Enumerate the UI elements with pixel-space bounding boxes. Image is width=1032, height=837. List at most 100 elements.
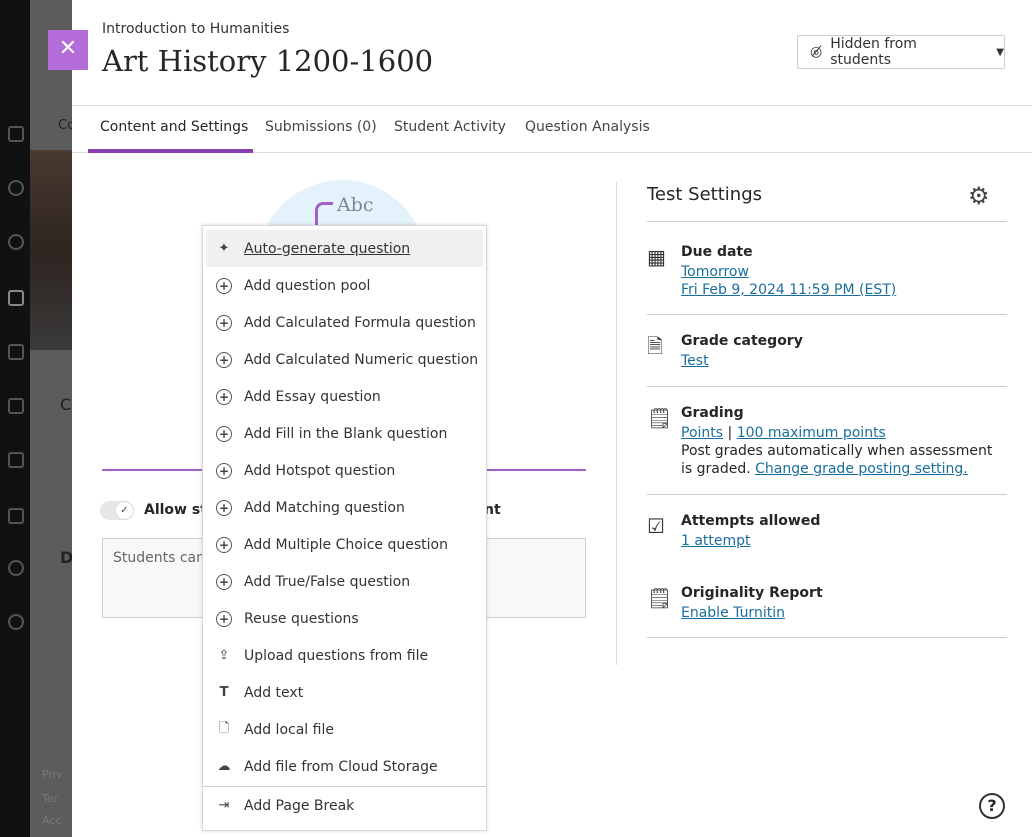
plus-circle-icon: + (216, 610, 232, 627)
page-title: Art History 1200-1600 (102, 44, 434, 78)
allow-toggle[interactable]: ✓ (100, 501, 134, 520)
change-grade-posting-link[interactable]: Change grade posting setting. (755, 461, 968, 477)
grade-category-label: Grade category (681, 333, 803, 349)
menu-item-add-true-false[interactable]: + Add True/False question (203, 563, 486, 600)
help-icon[interactable]: ? (979, 793, 1005, 819)
enable-turnitin-link[interactable]: Enable Turnitin (681, 605, 785, 621)
menu-item-add-text[interactable]: T Add text (203, 674, 486, 711)
due-date-section: ▦ Due date Tomorrow Fri Feb 9, 2024 11:5… (647, 243, 1007, 299)
gear-icon[interactable]: ⚙ (968, 182, 990, 210)
divider (647, 386, 1007, 387)
tab-student-activity[interactable]: Student Activity (394, 119, 506, 135)
close-icon: ✕ (58, 36, 78, 61)
calendar-icon[interactable] (8, 344, 24, 360)
separator: | (727, 425, 733, 441)
menu-item-reuse-questions[interactable]: + Reuse questions (203, 600, 486, 637)
menu-item-upload-questions[interactable]: ⇪ Upload questions from file (203, 637, 486, 674)
assignments-icon[interactable] (8, 508, 24, 524)
background-heading-fragment: C (60, 395, 72, 414)
add-content-menu: ✦ Auto-generate question + Add question po… (202, 225, 487, 831)
grade-category-link[interactable]: Test (681, 353, 709, 369)
courses-icon[interactable] (8, 290, 24, 306)
originality-label: Originality Report (681, 585, 823, 601)
menu-item-label: Add Matching question (244, 499, 405, 516)
grading-section: 🗒 Grading Points | 100 maximum points Po… (647, 404, 1007, 478)
footer-link-fragment: Acc (42, 814, 62, 827)
menu-item-label: Add Fill in the Blank question (244, 425, 448, 442)
plus-circle-icon: + (216, 573, 232, 590)
attempts-label: Attempts allowed (681, 513, 821, 529)
grading-icon: 🗒 (647, 406, 673, 430)
menu-item-add-local-file[interactable]: 🗋 Add local file (203, 711, 486, 748)
messages-icon[interactable] (8, 398, 24, 414)
divider (647, 221, 1007, 222)
plus-circle-icon: + (216, 314, 232, 331)
menu-item-add-calculated-formula[interactable]: + Add Calculated Formula question (203, 304, 486, 341)
dimmed-course-background: Co C D Priv Ter Acc (30, 0, 75, 837)
tab-question-analysis[interactable]: Question Analysis (525, 119, 650, 135)
menu-item-add-cloud-file[interactable]: ☁ Add file from Cloud Storage (203, 748, 486, 785)
originality-report-icon: 🗒 (647, 586, 673, 610)
attempts-section: ☑ Attempts allowed 1 attempt (647, 512, 1007, 550)
menu-item-add-page-break[interactable]: ⇥ Add Page Break (203, 787, 486, 824)
check-icon: ✓ (115, 501, 134, 520)
chevron-down-icon: ▼ (996, 46, 1004, 58)
active-tab-indicator (88, 149, 253, 153)
profile-icon[interactable] (8, 180, 24, 196)
grades-icon[interactable] (8, 452, 24, 468)
due-date-full-link[interactable]: Fri Feb 9, 2024 11:59 PM (EST) (681, 282, 897, 298)
menu-item-add-multiple-choice[interactable]: + Add Multiple Choice question (203, 526, 486, 563)
menu-item-label: Add Essay question (244, 388, 381, 405)
due-date-link[interactable]: Tomorrow (681, 264, 749, 280)
footer-link-fragment: Priv (42, 768, 63, 781)
file-icon: 🗋 (218, 720, 230, 736)
menu-item-label: Add local file (244, 721, 334, 738)
plus-circle-icon: + (216, 536, 232, 553)
eye-slash-icon: ◎̸ (810, 44, 823, 60)
menu-item-label: Reuse questions (244, 610, 359, 627)
plus-circle-icon: + (216, 462, 232, 479)
menu-item-add-question-pool[interactable]: + Add question pool (203, 267, 486, 304)
menu-item-label: Add True/False question (244, 573, 411, 590)
calendar-icon: ▦ (647, 245, 666, 269)
divider (647, 637, 1007, 638)
menu-item-add-fill-in-blank[interactable]: + Add Fill in the Blank question (203, 415, 486, 452)
text-icon: T (219, 685, 229, 700)
due-date-label: Due date (681, 244, 753, 260)
document-icon: 🗎 (647, 334, 664, 358)
course-banner-image (30, 150, 72, 350)
allow-toggle-label: Allow stu (144, 502, 217, 518)
menu-item-label: Upload questions from file (244, 647, 429, 664)
close-panel-button[interactable]: ✕ (48, 30, 88, 70)
menu-item-auto-generate-question[interactable]: ✦ Auto-generate question (206, 230, 483, 267)
attempts-link[interactable]: 1 attempt (681, 533, 751, 549)
tab-content-and-settings[interactable]: Content and Settings (100, 119, 249, 135)
globe-icon[interactable] (8, 234, 24, 250)
menu-item-label: Add Hotspot question (244, 462, 396, 479)
institution-icon[interactable] (8, 126, 24, 142)
grade-posting-note: Post grades automatically when assessmen… (681, 443, 993, 477)
menu-item-label: Add text (244, 684, 304, 701)
menu-item-label: Add question pool (244, 277, 371, 294)
menu-item-label: Add Calculated Formula question (244, 314, 476, 331)
grading-scheme-link[interactable]: Points (681, 425, 724, 441)
plus-circle-icon: + (216, 351, 232, 368)
sparkle-icon: ✦ (218, 241, 230, 256)
menu-item-add-calculated-numeric[interactable]: + Add Calculated Numeric question (203, 341, 486, 378)
tab-submissions[interactable]: Submissions (0) (265, 119, 377, 135)
breadcrumb: Introduction to Humanities (102, 21, 290, 37)
menu-item-add-matching[interactable]: + Add Matching question (203, 489, 486, 526)
allow-toggle-label-end: nt (484, 502, 501, 518)
plus-circle-icon: + (216, 277, 232, 294)
sign-out-icon[interactable] (8, 614, 24, 630)
plus-circle-icon: + (216, 388, 232, 405)
visibility-dropdown[interactable]: ◎̸ Hidden from students ▼ (797, 35, 1005, 69)
tools-icon[interactable] (8, 560, 24, 576)
max-points-link[interactable]: 100 maximum points (736, 425, 886, 441)
menu-item-add-essay[interactable]: + Add Essay question (203, 378, 486, 415)
description-placeholder: Students can (113, 550, 206, 566)
cloud-icon: ☁ (217, 759, 231, 774)
menu-item-add-hotspot[interactable]: + Add Hotspot question (203, 452, 486, 489)
divider (647, 494, 1007, 495)
background-heading-fragment: D (60, 548, 74, 567)
